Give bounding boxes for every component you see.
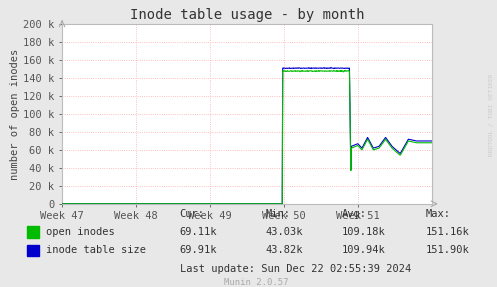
Y-axis label: number of open inodes: number of open inodes <box>10 49 20 180</box>
Text: inode table size: inode table size <box>46 245 146 255</box>
Text: Cur:: Cur: <box>179 209 205 219</box>
Text: Min:: Min: <box>265 209 291 219</box>
Text: Max:: Max: <box>425 209 450 219</box>
Text: open inodes: open inodes <box>46 227 115 237</box>
Text: 69.11k: 69.11k <box>179 227 217 237</box>
Text: Last update: Sun Dec 22 02:55:39 2024: Last update: Sun Dec 22 02:55:39 2024 <box>179 264 411 274</box>
Text: 43.82k: 43.82k <box>265 245 303 255</box>
Text: 109.94k: 109.94k <box>342 245 386 255</box>
Bar <box>27 245 39 256</box>
Text: Avg:: Avg: <box>342 209 367 219</box>
Text: Munin 2.0.57: Munin 2.0.57 <box>224 278 288 287</box>
Text: 151.90k: 151.90k <box>425 245 469 255</box>
Title: Inode table usage - by month: Inode table usage - by month <box>130 8 364 22</box>
Text: 43.03k: 43.03k <box>265 227 303 237</box>
Bar <box>27 226 39 238</box>
Text: 69.91k: 69.91k <box>179 245 217 255</box>
Text: 109.18k: 109.18k <box>342 227 386 237</box>
Text: RRDTOOL / TOBI OETIKER: RRDTOOL / TOBI OETIKER <box>489 73 494 156</box>
Text: 151.16k: 151.16k <box>425 227 469 237</box>
